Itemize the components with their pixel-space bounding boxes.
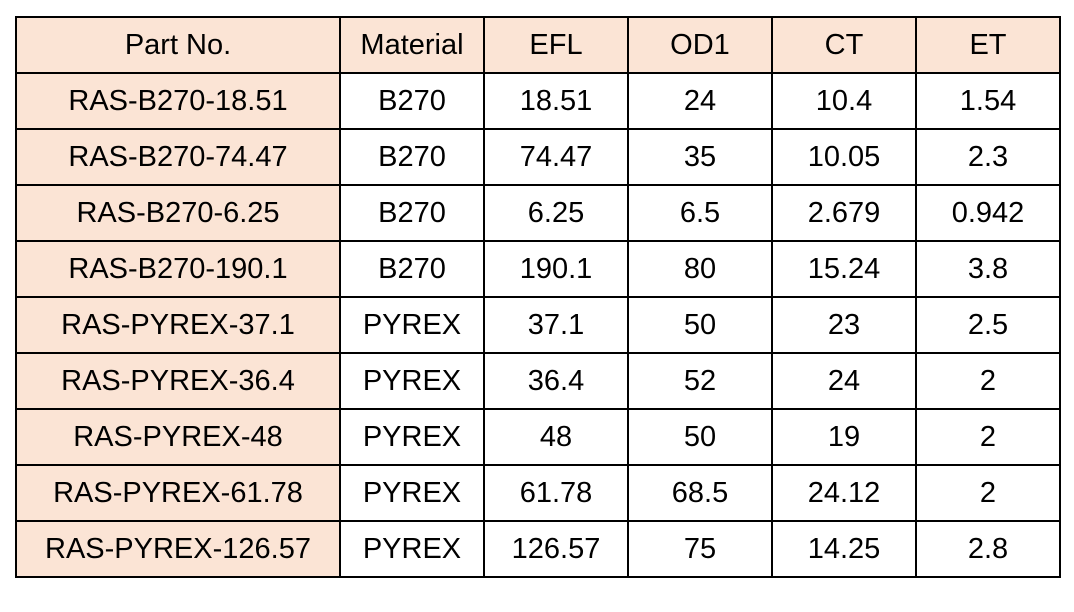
cell-part-no: RAS-PYREX-126.57 — [15, 520, 341, 578]
table-row: RAS-PYREX-126.57 PYREX 126.57 75 14.25 2.8 — [15, 520, 1061, 578]
cell-od1: 50 — [627, 296, 773, 354]
cell-ct: 19 — [771, 408, 917, 466]
header-et: ET — [915, 16, 1061, 74]
cell-efl: 6.25 — [483, 184, 629, 242]
table-row: RAS-PYREX-36.4 PYREX 36.4 52 24 2 — [15, 352, 1061, 410]
cell-part-no: RAS-PYREX-48 — [15, 408, 341, 466]
cell-efl: 74.47 — [483, 128, 629, 186]
cell-ct: 10.05 — [771, 128, 917, 186]
cell-material: B270 — [339, 128, 485, 186]
cell-et: 2 — [915, 352, 1061, 410]
cell-material: PYREX — [339, 408, 485, 466]
cell-material: PYREX — [339, 296, 485, 354]
cell-od1: 80 — [627, 240, 773, 298]
cell-efl: 190.1 — [483, 240, 629, 298]
cell-et: 3.8 — [915, 240, 1061, 298]
header-material: Material — [339, 16, 485, 74]
cell-efl: 61.78 — [483, 464, 629, 522]
cell-od1: 68.5 — [627, 464, 773, 522]
cell-et: 0.942 — [915, 184, 1061, 242]
table-row: RAS-PYREX-61.78 PYREX 61.78 68.5 24.12 2 — [15, 464, 1061, 522]
cell-ct: 15.24 — [771, 240, 917, 298]
cell-part-no: RAS-PYREX-61.78 — [15, 464, 341, 522]
cell-et: 2 — [915, 464, 1061, 522]
cell-efl: 37.1 — [483, 296, 629, 354]
cell-part-no: RAS-B270-74.47 — [15, 128, 341, 186]
cell-material: B270 — [339, 72, 485, 130]
table-row: RAS-B270-190.1 B270 190.1 80 15.24 3.8 — [15, 240, 1061, 298]
header-od1: OD1 — [627, 16, 773, 74]
header-ct: CT — [771, 16, 917, 74]
cell-material: PYREX — [339, 520, 485, 578]
cell-ct: 24.12 — [771, 464, 917, 522]
cell-part-no: RAS-PYREX-36.4 — [15, 352, 341, 410]
header-part-no: Part No. — [15, 16, 341, 74]
cell-part-no: RAS-PYREX-37.1 — [15, 296, 341, 354]
cell-od1: 6.5 — [627, 184, 773, 242]
table-body: RAS-B270-18.51 B270 18.51 24 10.4 1.54 RAS-B27… — [15, 72, 1061, 578]
cell-ct: 10.4 — [771, 72, 917, 130]
cell-ct: 14.25 — [771, 520, 917, 578]
cell-material: B270 — [339, 184, 485, 242]
cell-efl: 36.4 — [483, 352, 629, 410]
header-row: Part No. Material EFL OD1 CT ET — [15, 16, 1061, 74]
cell-od1: 35 — [627, 128, 773, 186]
cell-et: 1.54 — [915, 72, 1061, 130]
cell-part-no: RAS-B270-6.25 — [15, 184, 341, 242]
cell-et: 2.3 — [915, 128, 1061, 186]
cell-part-no: RAS-B270-18.51 — [15, 72, 341, 130]
cell-od1: 24 — [627, 72, 773, 130]
header-efl: EFL — [483, 16, 629, 74]
lens-spec-table: Part No. Material EFL OD1 CT ET RAS-B270… — [15, 16, 1061, 578]
cell-od1: 52 — [627, 352, 773, 410]
cell-material: PYREX — [339, 464, 485, 522]
cell-et: 2.8 — [915, 520, 1061, 578]
table-header: Part No. Material EFL OD1 CT ET — [15, 16, 1061, 74]
cell-ct: 23 — [771, 296, 917, 354]
cell-od1: 75 — [627, 520, 773, 578]
table-row: RAS-PYREX-48 PYREX 48 50 19 2 — [15, 408, 1061, 466]
table-row: RAS-PYREX-37.1 PYREX 37.1 50 23 2.5 — [15, 296, 1061, 354]
cell-et: 2.5 — [915, 296, 1061, 354]
cell-ct: 2.679 — [771, 184, 917, 242]
cell-material: B270 — [339, 240, 485, 298]
cell-ct: 24 — [771, 352, 917, 410]
table-row: RAS-B270-18.51 B270 18.51 24 10.4 1.54 — [15, 72, 1061, 130]
cell-et: 2 — [915, 408, 1061, 466]
table-row: RAS-B270-74.47 B270 74.47 35 10.05 2.3 — [15, 128, 1061, 186]
cell-od1: 50 — [627, 408, 773, 466]
cell-part-no: RAS-B270-190.1 — [15, 240, 341, 298]
cell-efl: 48 — [483, 408, 629, 466]
cell-material: PYREX — [339, 352, 485, 410]
cell-efl: 126.57 — [483, 520, 629, 578]
cell-efl: 18.51 — [483, 72, 629, 130]
table-row: RAS-B270-6.25 B270 6.25 6.5 2.679 0.942 — [15, 184, 1061, 242]
